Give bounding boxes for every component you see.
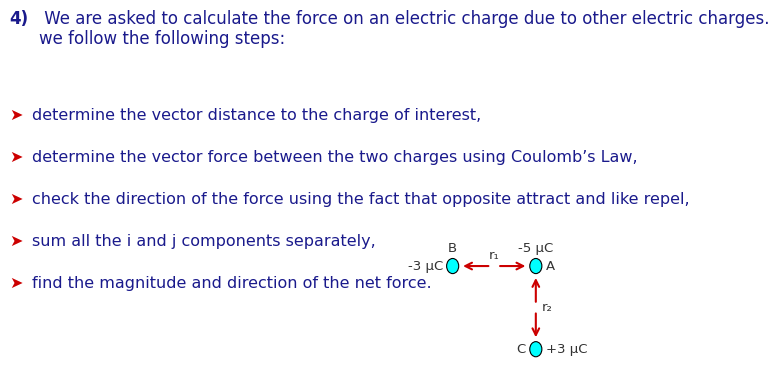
Text: +3 μC: +3 μC <box>546 343 587 356</box>
Text: -3 μC: -3 μC <box>408 260 443 272</box>
Ellipse shape <box>530 342 542 357</box>
Ellipse shape <box>530 259 542 274</box>
Text: determine the vector distance to the charge of interest,: determine the vector distance to the cha… <box>32 108 482 123</box>
Text: B: B <box>448 243 457 255</box>
Text: ➤: ➤ <box>9 234 22 249</box>
Text: A: A <box>546 260 555 272</box>
Text: ➤: ➤ <box>9 150 22 165</box>
Text: 4): 4) <box>9 10 29 28</box>
Text: ➤: ➤ <box>9 276 22 291</box>
Text: -5 μC: -5 μC <box>518 243 554 255</box>
Text: C: C <box>516 343 526 356</box>
Text: ➤: ➤ <box>9 108 22 123</box>
Text: r₁: r₁ <box>489 248 499 262</box>
Text: determine the vector force between the two charges using Coulomb’s Law,: determine the vector force between the t… <box>32 150 638 165</box>
Text: ➤: ➤ <box>9 192 22 207</box>
Text: sum all the i and j components separately,: sum all the i and j components separatel… <box>32 234 376 249</box>
Text: r₂: r₂ <box>542 301 553 314</box>
Text: We are asked to calculate the force on an electric charge due to other electric : We are asked to calculate the force on a… <box>39 10 772 48</box>
Ellipse shape <box>447 259 459 274</box>
Text: find the magnitude and direction of the net force.: find the magnitude and direction of the … <box>32 276 432 291</box>
Text: check the direction of the force using the fact that opposite attract and like r: check the direction of the force using t… <box>32 192 690 207</box>
